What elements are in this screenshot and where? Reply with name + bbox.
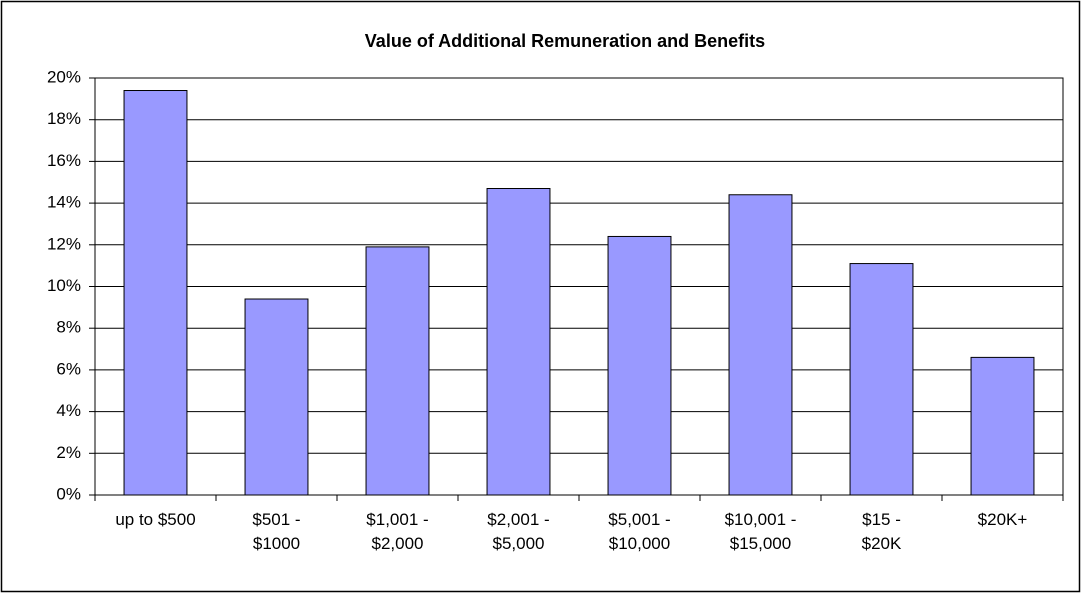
y-tick-label: 12% (47, 234, 81, 253)
x-tick-label: $2,001 - $5,000 (487, 510, 550, 553)
x-tick-label: $501 - $1000 (252, 510, 301, 553)
chart-title: Value of Additional Remuneration and Ben… (365, 31, 765, 51)
y-tick-label: 14% (47, 193, 81, 212)
x-tick-label: $10,001 - $15,000 (724, 510, 797, 553)
bar (244, 298, 309, 496)
bar (365, 246, 430, 496)
y-tick-label: 2% (56, 443, 81, 462)
x-tick-label: up to $500 (115, 510, 196, 529)
x-tick-label: $5,001 - $10,000 (608, 510, 671, 553)
bar (970, 356, 1035, 496)
bar (607, 235, 672, 496)
x-tick-label: $20K+ (977, 510, 1028, 529)
bar (728, 194, 793, 496)
y-tick-label: 18% (47, 109, 81, 128)
x-tick-label: $1,001 - $2,000 (366, 510, 429, 553)
bar (849, 263, 914, 496)
y-tick-label: 4% (56, 401, 81, 420)
x-tick-label: $15 - $20K (861, 510, 902, 553)
y-tick-label: 16% (47, 151, 81, 170)
bar (486, 188, 551, 496)
y-tick-label: 10% (47, 276, 81, 295)
y-tick-label: 0% (56, 484, 81, 503)
y-tick-label: 8% (56, 318, 81, 337)
y-tick-label: 20% (47, 67, 81, 86)
bar (123, 90, 188, 496)
y-tick-label: 6% (56, 359, 81, 378)
